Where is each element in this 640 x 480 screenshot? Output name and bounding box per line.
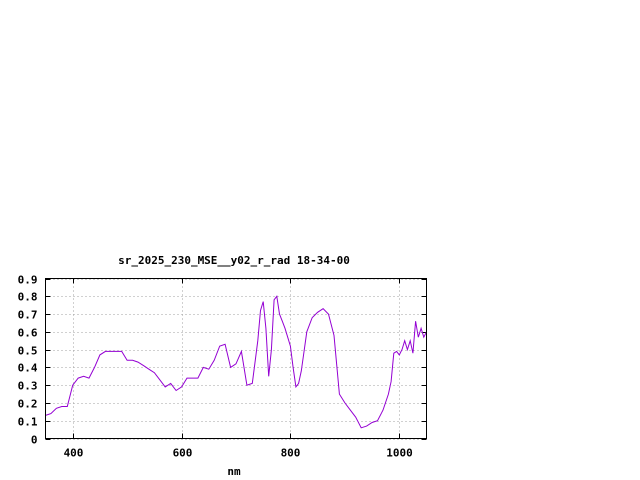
y-tick-label: 0.2 <box>18 398 38 411</box>
x-tick-label: 800 <box>281 447 301 460</box>
x-tick-label: 600 <box>173 447 193 460</box>
y-tick-label: 0.8 <box>18 291 38 304</box>
series-layer <box>45 295 427 429</box>
y-tick-label: 0.7 <box>18 309 38 322</box>
y-tick-label: 0.9 <box>18 274 38 287</box>
axis-ticks <box>45 278 427 440</box>
y-tick-labels: 0 0.1 0.2 0.3 0.4 0.5 0.6 0.7 0.8 0.9 <box>18 274 38 447</box>
series-line <box>45 295 427 429</box>
y-tick-label: 0.4 <box>18 362 38 375</box>
y-tick-label: 0 <box>31 434 38 447</box>
x-tick-labels: 400 600 800 1000 <box>64 447 413 460</box>
plot-frame <box>45 278 427 439</box>
x-axis-label: nm <box>227 465 241 478</box>
y-tick-label: 0.5 <box>18 345 38 358</box>
x-tick-label: 1000 <box>386 447 413 460</box>
chart-title: sr_2025_230_MSE__y02_r_rad 18-34-00 <box>118 254 350 267</box>
y-tick-label: 0.3 <box>18 380 38 393</box>
y-tick-label: 0.6 <box>18 327 38 340</box>
x-tick-label: 400 <box>64 447 84 460</box>
grid-lines <box>45 278 427 440</box>
y-tick-label: 0.1 <box>18 416 38 429</box>
